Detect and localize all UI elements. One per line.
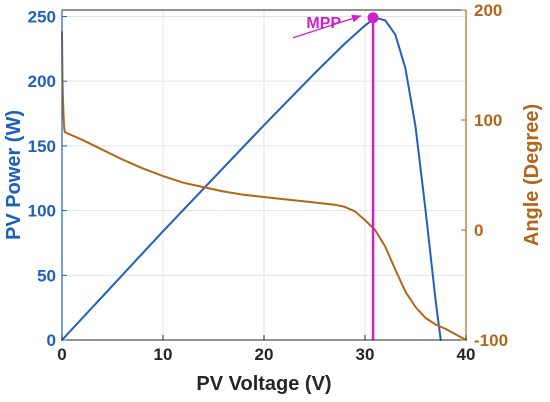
- right-y-axis-title: Angle (Degree): [521, 104, 543, 246]
- mpp-label: MPP: [306, 15, 341, 32]
- x-tick-label: 20: [255, 345, 274, 364]
- right-y-tick-label: 100: [474, 111, 502, 130]
- left-y-tick-label: 200: [28, 72, 56, 91]
- left-y-tick-label: 50: [37, 266, 56, 285]
- mpp-layer: MPP: [292, 12, 379, 340]
- left-y-tick-label: 250: [28, 7, 56, 26]
- right-y-tick-label: 0: [474, 221, 483, 240]
- x-tick-label: 10: [154, 345, 173, 364]
- x-tick-label: 40: [457, 345, 476, 364]
- x-tick-label: 30: [356, 345, 375, 364]
- right-y-tick-label: 200: [474, 1, 502, 20]
- left-y-tick-label: 0: [47, 331, 56, 350]
- grid: [62, 10, 466, 340]
- mpp-point: [367, 12, 379, 24]
- x-axis-title: PV Voltage (V): [196, 373, 331, 395]
- mpp-arrow-line: [292, 15, 362, 39]
- left-y-tick-label: 150: [28, 137, 56, 156]
- right-y-tick-label: -100: [474, 331, 508, 350]
- ticks: 0 10 20 30 40 0 50 100 150 200 250 -100 0 100 200: [28, 1, 508, 364]
- left-y-axis-title: PV Power (W): [3, 110, 25, 240]
- angle-curve: [61, 31, 467, 341]
- mpp-arrow-head: [351, 14, 362, 23]
- left-y-tick-label: 100: [28, 202, 56, 221]
- x-tick-label: 0: [57, 345, 66, 364]
